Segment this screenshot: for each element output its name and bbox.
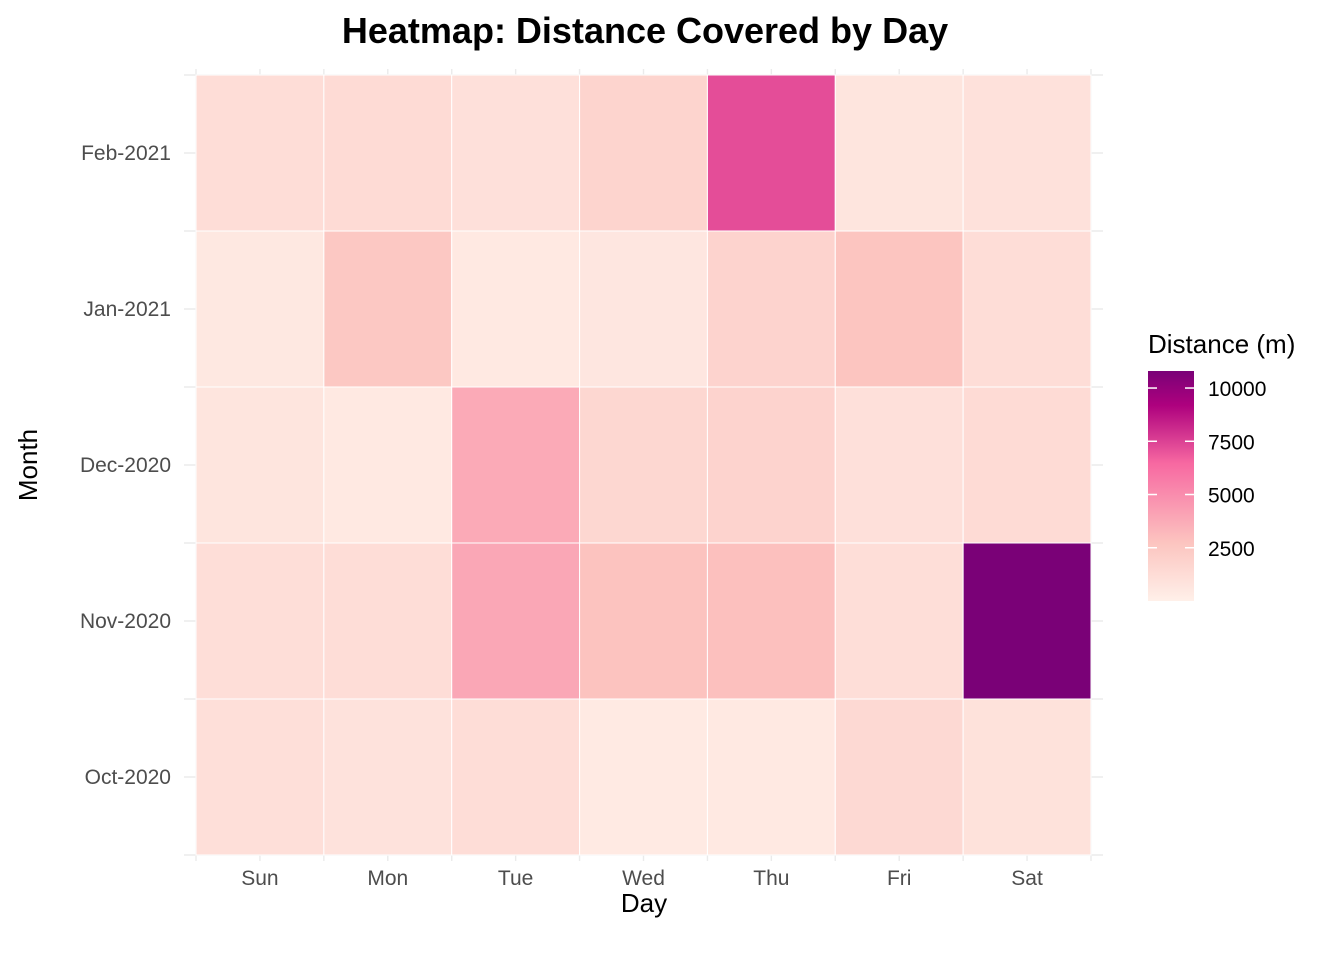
heatmap-cell (963, 231, 1091, 387)
colorbar-tick-label: 2500 (1208, 538, 1255, 561)
heatmap-cell (324, 699, 452, 855)
x-axis-title: Day (621, 888, 667, 918)
heatmap-cell (196, 231, 324, 387)
heatmap-cell (963, 543, 1091, 699)
x-tick-label: Wed (622, 867, 665, 890)
x-tick-label: Tue (498, 867, 533, 890)
heatmap-cell (452, 75, 580, 231)
colorbar-tick-label: 7500 (1208, 431, 1255, 454)
heatmap-cell (580, 231, 708, 387)
y-tick-label: Feb-2021 (81, 142, 171, 165)
colorbar-tick-label: 10000 (1208, 378, 1266, 401)
colorbar (1148, 371, 1194, 601)
heatmap-cell (324, 231, 452, 387)
heatmap-cell (324, 75, 452, 231)
heatmap-cell (835, 75, 963, 231)
heatmap-cell (835, 231, 963, 387)
x-tick-label: Fri (887, 867, 912, 890)
y-tick-label: Dec-2020 (80, 454, 171, 477)
x-tick-label: Sat (1011, 867, 1043, 890)
heatmap-cells (196, 75, 1091, 855)
y-tick-label: Jan-2021 (83, 298, 171, 321)
x-tick-label: Mon (367, 867, 408, 890)
heatmap-cell (707, 543, 835, 699)
heatmap-cell (196, 699, 324, 855)
heatmap-cell (452, 387, 580, 543)
chart-title: Heatmap: Distance Covered by Day (342, 10, 948, 51)
color-legend: Distance (m) 2500 5000 7500 10000 (1148, 329, 1295, 601)
heatmap-cell (324, 387, 452, 543)
heatmap-cell (580, 75, 708, 231)
heatmap-cell (580, 699, 708, 855)
y-axis-ticks: Oct-2020 Nov-2020 Dec-2020 Jan-2021 Feb-2021 (80, 142, 171, 789)
heatmap-cell (196, 387, 324, 543)
y-axis-title: Month (13, 429, 43, 501)
colorbar-tick-label: 5000 (1208, 485, 1255, 508)
heatmap-cell (963, 699, 1091, 855)
heatmap-cell (580, 543, 708, 699)
heatmap-cell (963, 387, 1091, 543)
y-tick-label: Nov-2020 (80, 610, 171, 633)
x-tick-label: Thu (753, 867, 789, 890)
heatmap-cell (707, 75, 835, 231)
x-axis-ticks: Sun Mon Tue Wed Thu Fri Sat (241, 867, 1043, 890)
heatmap-cell (835, 387, 963, 543)
legend-title: Distance (m) (1148, 329, 1295, 359)
heatmap-cell (707, 387, 835, 543)
x-tick-label: Sun (241, 867, 278, 890)
heatmap-cell (196, 75, 324, 231)
heatmap-cell (835, 699, 963, 855)
heatmap-cell (707, 231, 835, 387)
heatmap-cell (324, 543, 452, 699)
heatmap-cell (580, 387, 708, 543)
heatmap-cell (452, 543, 580, 699)
heatmap-cell (835, 543, 963, 699)
heatmap-cell (963, 75, 1091, 231)
heatmap-cell (452, 699, 580, 855)
heatmap-cell (196, 543, 324, 699)
heatmap-cell (452, 231, 580, 387)
y-tick-label: Oct-2020 (85, 766, 171, 789)
heatmap-cell (707, 699, 835, 855)
